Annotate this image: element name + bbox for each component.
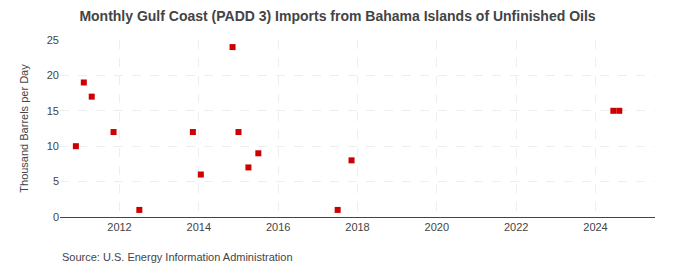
svg-text:Thousand Barrels per Day: Thousand Barrels per Day [18, 64, 30, 193]
svg-text:2024: 2024 [583, 221, 607, 233]
svg-text:2012: 2012 [107, 221, 131, 233]
svg-text:Source: U.S. Energy Informatio: Source: U.S. Energy Information Administ… [62, 251, 293, 263]
svg-text:2018: 2018 [345, 221, 369, 233]
svg-text:Monthly Gulf Coast (PADD 3) Im: Monthly Gulf Coast (PADD 3) Imports from… [79, 8, 595, 24]
svg-text:10: 10 [47, 140, 59, 152]
svg-text:2016: 2016 [266, 221, 290, 233]
svg-text:2022: 2022 [504, 221, 528, 233]
svg-text:20: 20 [47, 69, 59, 81]
svg-text:2014: 2014 [187, 221, 211, 233]
svg-text:5: 5 [53, 175, 59, 187]
svg-text:0: 0 [53, 211, 59, 223]
svg-text:2020: 2020 [425, 221, 449, 233]
svg-text:15: 15 [47, 105, 59, 117]
svg-text:25: 25 [47, 34, 59, 46]
